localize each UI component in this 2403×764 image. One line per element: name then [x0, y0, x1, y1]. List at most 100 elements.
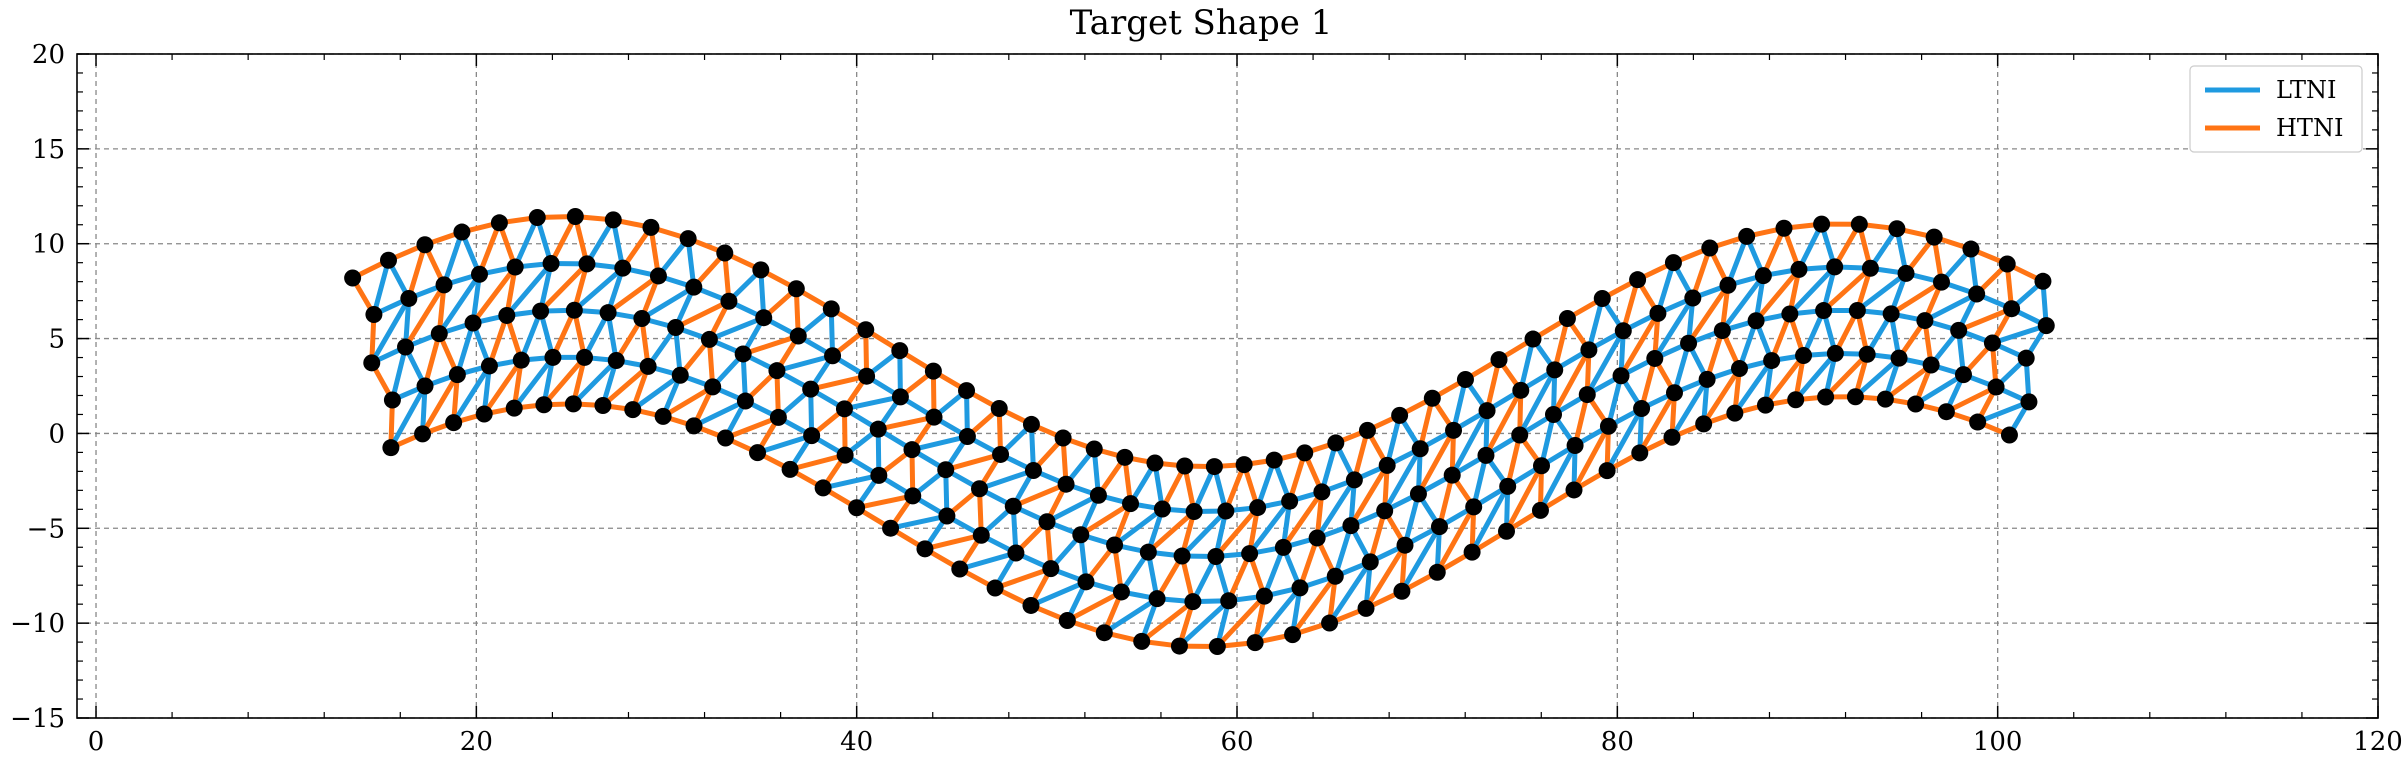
mesh-edge-diagonal [538, 261, 590, 314]
mesh-node [1593, 290, 1611, 308]
mesh-node [824, 347, 842, 365]
mesh-node [470, 265, 488, 283]
mesh-node [1391, 406, 1409, 424]
y-tick-label: 5 [48, 325, 65, 355]
mesh-node [1423, 389, 1441, 407]
mesh-node [1937, 403, 1955, 421]
mesh-node [1246, 634, 1264, 652]
mesh-node [704, 378, 722, 396]
mesh-node [506, 258, 524, 276]
mesh-node [2000, 426, 2018, 444]
mesh-node [1713, 322, 1731, 340]
mesh-node [649, 267, 667, 285]
mesh-edge-diagonal [1913, 372, 1966, 407]
mesh-edge-diagonal [1402, 491, 1421, 548]
mesh-edge-diagonal [909, 434, 970, 453]
mesh-edge-diagonal [1655, 260, 1676, 316]
mesh-node [1327, 434, 1345, 452]
mesh-node [685, 278, 703, 296]
mesh-node [642, 218, 660, 236]
mesh-node [1497, 522, 1515, 540]
mesh-node [938, 507, 956, 525]
mesh-node [490, 214, 508, 232]
mesh-edge-diagonal [992, 566, 1054, 591]
mesh-node [903, 441, 921, 459]
mesh-edge-diagonal [512, 215, 540, 270]
mesh-node [1888, 220, 1906, 238]
mesh-node [937, 461, 955, 479]
mesh-node [870, 466, 888, 484]
mesh-node [1022, 415, 1040, 433]
mesh-node [1146, 454, 1164, 472]
legend: LTNI HTNI [2189, 65, 2363, 153]
mesh-node [972, 526, 990, 544]
mesh-edge-diagonal [1704, 328, 1725, 382]
mesh-node [891, 388, 909, 406]
mesh-edge-diagonal [854, 493, 916, 511]
mesh-edge-diagonal [1605, 373, 1624, 429]
mesh-node [1781, 305, 1799, 323]
mesh-nodes [344, 208, 2055, 655]
mesh-edge-diagonal [420, 372, 460, 437]
mesh-node [685, 417, 703, 435]
x-tick-label: 40 [840, 727, 873, 757]
mesh-node [604, 211, 622, 229]
mesh-node [464, 314, 482, 332]
mesh-edge-diagonal [1572, 392, 1590, 449]
mesh-node [1969, 413, 1987, 431]
mesh-node [1411, 440, 1429, 458]
mesh-node [1139, 543, 1157, 561]
mesh-node [594, 396, 612, 414]
mesh-edge-diagonal [1888, 279, 1944, 317]
mesh-edge-diagonal [1471, 452, 1489, 510]
mesh-node [1787, 391, 1805, 409]
mesh-edge-diagonal [1854, 270, 1909, 314]
mesh-node [1057, 475, 1075, 493]
mesh-edge-diagonal [630, 372, 683, 413]
mesh-edge-diagonal [740, 333, 801, 357]
mesh-node [1342, 517, 1360, 535]
mesh-edge-diagonal [1434, 504, 1477, 575]
mesh-edge-diagonal [1010, 481, 1069, 509]
mesh-node [1580, 341, 1598, 359]
mesh-edge-diagonal [600, 363, 651, 408]
mesh-node [858, 367, 876, 385]
mesh-node [633, 309, 651, 327]
mesh-edge-diagonal [389, 344, 409, 403]
mesh-node [565, 301, 583, 319]
mesh-node [768, 362, 786, 380]
mesh-node [2003, 300, 2021, 318]
mesh-node [1512, 381, 1530, 399]
legend-label-htni: HTNI [2276, 114, 2343, 142]
mesh-node [1291, 579, 1309, 597]
mesh-edge-diagonal [454, 320, 476, 378]
mesh-edge-diagonal [1327, 559, 1373, 626]
mesh-node [1220, 592, 1238, 610]
mesh-edge-diagonal [1078, 501, 1134, 538]
mesh-node [400, 289, 418, 307]
mesh-node [1695, 415, 1713, 433]
mesh-node [363, 354, 381, 372]
mesh-edge-diagonal [481, 357, 524, 417]
mesh-edge-diagonal [470, 264, 518, 326]
mesh-edge-diagonal [1280, 489, 1325, 550]
mesh-node [1004, 497, 1022, 515]
mesh-edge-diagonal [1686, 282, 1731, 346]
mesh-node [1566, 437, 1584, 455]
mesh-node [1826, 258, 1844, 276]
mesh-node [1565, 481, 1583, 499]
mesh-edge-diagonal [1348, 462, 1390, 529]
mesh-edge-diagonal [722, 414, 781, 441]
mesh-edge-diagonal [1823, 351, 1870, 400]
mesh-node [1428, 563, 1446, 581]
mesh-node [1153, 500, 1171, 518]
mesh-node [445, 414, 463, 432]
mesh-edge-diagonal [548, 214, 578, 267]
mesh-node [1599, 417, 1617, 435]
mesh-edge-diagonal [1517, 367, 1558, 438]
mesh-node [720, 292, 738, 310]
mesh-node [1882, 305, 1900, 323]
mesh-node [1106, 536, 1124, 554]
mesh-node [1932, 273, 1950, 291]
mesh-node [986, 579, 1004, 597]
